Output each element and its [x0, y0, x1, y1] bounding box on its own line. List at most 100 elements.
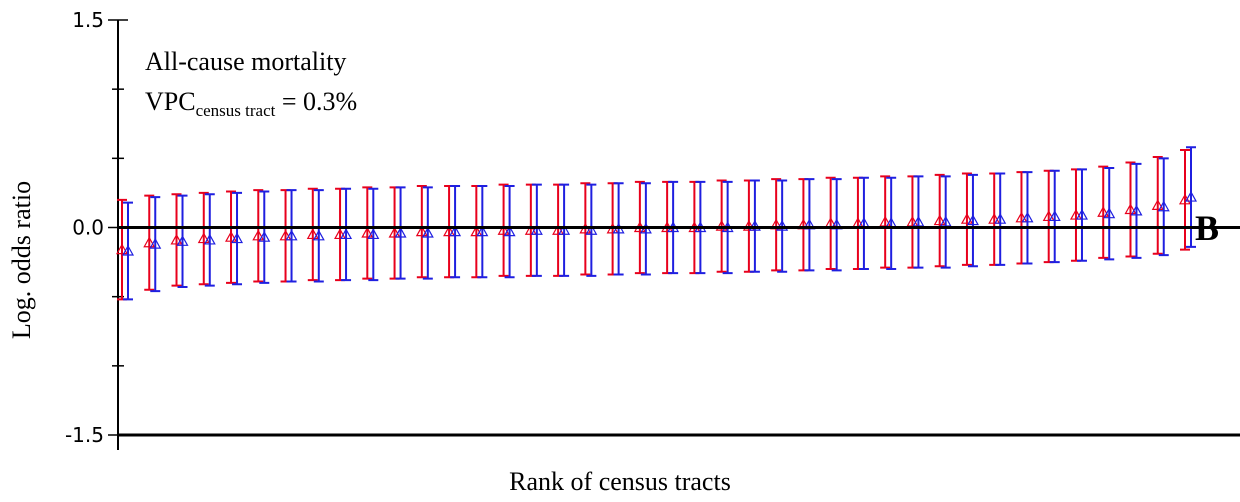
- error-bar: [422, 186, 433, 280]
- panel-label: B: [1195, 208, 1219, 248]
- error-bar: [831, 178, 842, 272]
- point-marker: [361, 226, 374, 238]
- error-bar: [858, 176, 869, 270]
- point-marker: [879, 215, 892, 227]
- error-bar: [771, 178, 782, 272]
- point-marker: [585, 224, 598, 235]
- error-bar: [559, 183, 570, 277]
- plot-area: 1.5 0.0 -1.5: [65, 8, 1240, 450]
- error-bar: [286, 189, 297, 283]
- error-bar: [1022, 171, 1033, 265]
- point-marker: [1130, 204, 1143, 216]
- point-marker: [449, 225, 462, 237]
- error-bar: [880, 175, 891, 269]
- x-axis-label: Rank of census tracts: [509, 467, 731, 496]
- error-bar: [1186, 146, 1196, 248]
- point-marker: [503, 225, 516, 237]
- vpc-annotation: VPCcensus tract = 0.3%: [145, 87, 357, 120]
- error-bar: [1131, 162, 1142, 259]
- error-bar: [362, 186, 373, 280]
- error-bar: [307, 187, 318, 282]
- point-marker: [225, 230, 238, 242]
- error-bar: [531, 183, 542, 277]
- error-bar: [395, 186, 406, 280]
- point-marker: [524, 224, 537, 235]
- error-bar: [123, 201, 133, 301]
- point-marker: [1021, 211, 1034, 223]
- point-marker: [552, 224, 565, 235]
- point-marker: [1048, 210, 1061, 222]
- point-marker: [421, 226, 434, 238]
- error-bar: [226, 190, 237, 284]
- point-marker: [388, 226, 401, 238]
- error-bar: [144, 194, 155, 291]
- point-marker: [912, 215, 925, 227]
- error-bar: [232, 191, 243, 286]
- error-bar: [450, 185, 461, 279]
- point-marker: [966, 214, 979, 226]
- error-bar: [1104, 167, 1115, 261]
- error-bar: [804, 178, 815, 272]
- point-marker: [1124, 203, 1137, 215]
- error-bar: [1098, 165, 1109, 259]
- error-bar: [313, 189, 324, 283]
- error-bar: [967, 173, 978, 268]
- error-bar: [368, 187, 379, 282]
- y-tick-label: -1.5: [65, 423, 104, 447]
- point-marker: [476, 225, 489, 237]
- y-axis-label: Log. odds ratio: [7, 181, 36, 339]
- error-bar: [1076, 168, 1087, 262]
- error-bar: [886, 176, 897, 270]
- point-marker: [176, 235, 189, 246]
- error-bar: [825, 176, 836, 270]
- point-marker: [170, 233, 183, 245]
- point-marker: [1015, 211, 1028, 223]
- error-bar: [253, 189, 264, 283]
- point-marker: [258, 230, 271, 242]
- point-marker: [994, 212, 1007, 224]
- point-marker: [530, 224, 543, 235]
- point-marker: [279, 229, 292, 241]
- vpc-main: VPC: [145, 87, 196, 116]
- point-marker: [470, 225, 483, 237]
- error-bar: [341, 187, 352, 282]
- error-bar: [995, 172, 1006, 266]
- point-marker: [121, 244, 135, 256]
- point-marker: [558, 224, 571, 235]
- point-marker: [497, 224, 510, 235]
- point-marker: [443, 225, 456, 237]
- error-bar: [1158, 157, 1169, 257]
- point-marker: [285, 229, 298, 241]
- point-marker: [1151, 199, 1164, 210]
- vpc-sub: census tract: [196, 101, 276, 120]
- point-marker: [334, 228, 347, 240]
- error-bar: [586, 183, 597, 277]
- error-bar: [477, 185, 488, 279]
- point-marker: [143, 236, 156, 248]
- y-tick-label: 0.0: [72, 216, 104, 240]
- vpc-rest: = 0.3%: [275, 87, 357, 116]
- error-bar: [1049, 169, 1060, 264]
- point-marker: [742, 219, 755, 231]
- annotation: All-cause mortality: [145, 47, 346, 76]
- error-bar: [940, 175, 951, 269]
- point-marker: [203, 233, 216, 245]
- point-marker: [312, 229, 325, 241]
- point-marker: [988, 212, 1001, 224]
- point-marker: [776, 219, 789, 231]
- point-marker: [115, 243, 129, 255]
- error-bar: [1152, 155, 1163, 255]
- point-marker: [252, 229, 265, 241]
- point-marker: [939, 215, 952, 227]
- error-bar: [416, 185, 427, 279]
- error-bar: [259, 190, 270, 284]
- point-marker: [149, 237, 162, 249]
- error-bar: [1125, 161, 1136, 258]
- point-marker: [367, 228, 380, 240]
- error-bar: [961, 172, 972, 266]
- point-marker: [340, 228, 353, 240]
- point-marker: [394, 226, 407, 238]
- point-marker: [231, 232, 244, 244]
- error-bar: [150, 196, 161, 293]
- error-bar: [171, 193, 182, 287]
